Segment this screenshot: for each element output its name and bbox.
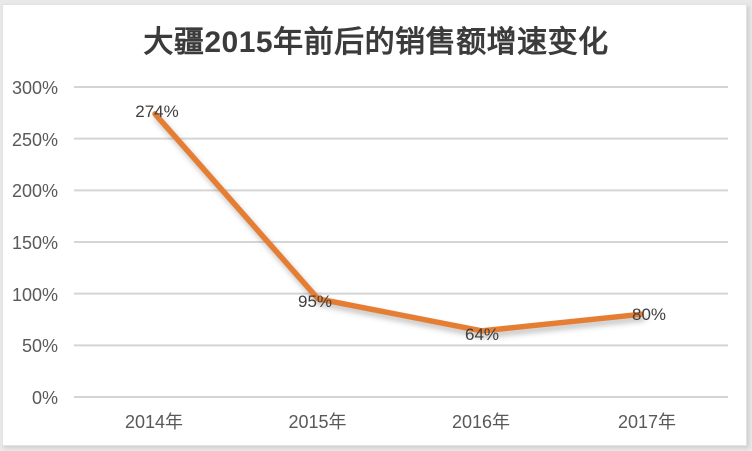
y-tick-label: 250% bbox=[11, 129, 58, 150]
x-axis-label: 2014年 bbox=[124, 412, 184, 432]
y-tick-label: 300% bbox=[11, 78, 58, 98]
data-label: 274% bbox=[135, 101, 179, 121]
data-label: 95% bbox=[297, 291, 333, 311]
data-label: 64% bbox=[464, 324, 500, 344]
data-label: 80% bbox=[631, 305, 667, 325]
y-tick-label: 200% bbox=[11, 181, 58, 202]
y-tick-label: 0% bbox=[31, 388, 58, 408]
sales-growth-line bbox=[152, 111, 644, 334]
x-axis-label: 2015年 bbox=[288, 412, 347, 432]
y-tick-label: 50% bbox=[21, 336, 58, 357]
chart-card bbox=[2, 4, 747, 446]
y-tick-label: 100% bbox=[11, 284, 58, 305]
x-axis-label: 2016年 bbox=[451, 412, 511, 432]
y-tick-label: 150% bbox=[11, 233, 58, 253]
x-axis-label: 2017年 bbox=[617, 412, 677, 432]
chart-title: 大疆2015年前后的销售额增速变化 bbox=[143, 26, 609, 59]
